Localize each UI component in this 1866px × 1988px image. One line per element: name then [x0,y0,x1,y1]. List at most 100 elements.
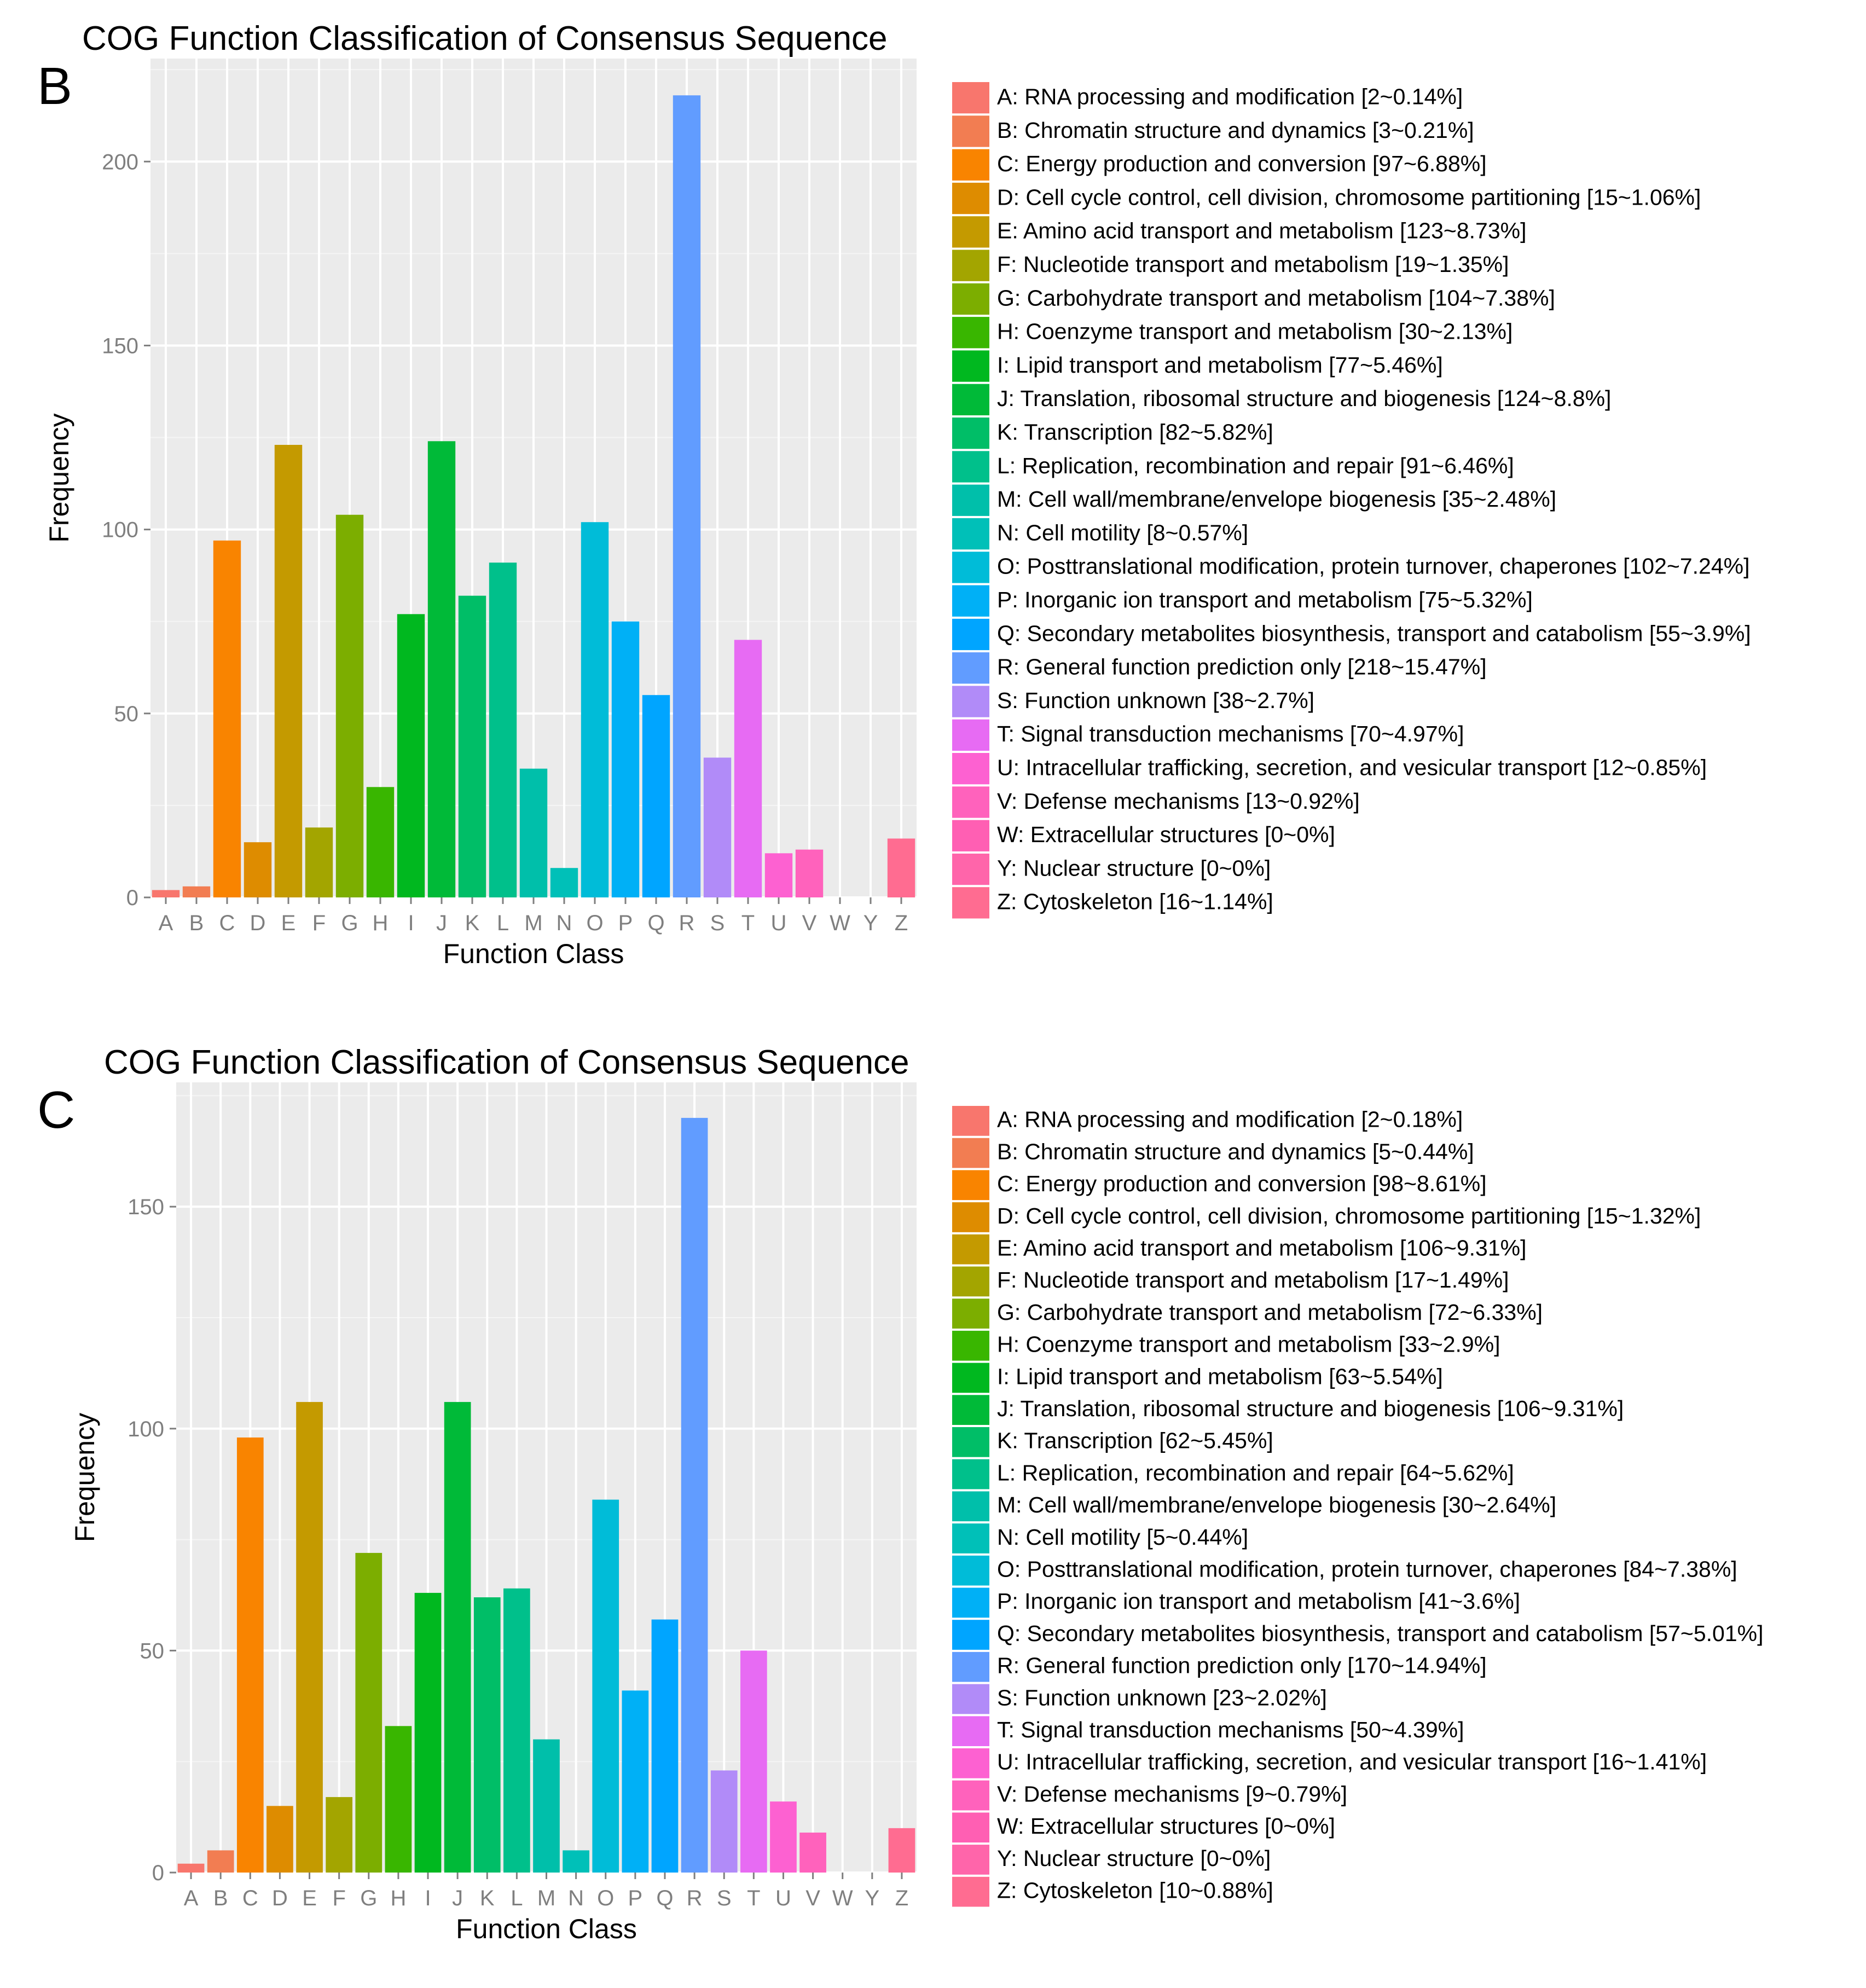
x-tick-label: A [159,911,173,935]
x-tick-label: G [341,911,358,935]
y-tick-label: 0 [126,886,138,910]
legend-label-Z: Z: Cytoskeleton [10~0.88%] [997,1878,1273,1903]
legend-key-I [952,350,989,382]
legend-label-P: P: Inorganic ion transport and metabolis… [997,1589,1520,1614]
bar-B [207,1850,234,1873]
x-tick-label: O [586,911,603,935]
legend-label-I: I: Lipid transport and metabolism [77~5.… [997,352,1443,378]
bar-K [458,595,486,897]
x-tick-label: V [802,911,817,935]
legend-key-K [952,1427,989,1457]
x-tick-label: R [679,911,695,935]
legend-label-E: E: Amino acid transport and metabolism [… [997,1236,1526,1261]
bar-F [305,827,333,897]
legend-label-S: S: Function unknown [23~2.02%] [997,1685,1327,1710]
x-tick-label: K [480,1886,495,1910]
x-tick-label: T [741,911,755,935]
legend-key-W [952,1812,989,1843]
bar-C [213,540,241,897]
x-tick-label: J [436,911,447,935]
legend-label-S: S: Function unknown [38~2.7%] [997,688,1314,713]
legend-key-Q [952,1620,989,1650]
bar-G [335,514,364,897]
bar-E [296,1402,323,1873]
x-tick-label: I [425,1886,431,1910]
legend-key-D [952,1202,989,1232]
legend-label-E: E: Amino acid transport and metabolism [… [997,218,1526,244]
x-tick-label: C [219,911,235,935]
bar-Q [651,1619,679,1873]
legend-key-S [952,686,989,717]
x-tick-label: B [189,911,204,935]
bar-O [592,1499,619,1873]
legend-label-O: O: Posttranslational modification, prote… [997,554,1749,579]
x-tick-label: M [537,1886,555,1910]
bar-I [414,1592,442,1873]
bar-Q [642,695,670,897]
bar-S [703,757,732,897]
legend-label-T: T: Signal transduction mechanisms [50~4.… [997,1717,1464,1742]
legend-key-J [952,1395,989,1425]
chart-title: COG Function Classification of Consensus… [82,20,888,57]
legend-label-J: J: Translation, ribosomal structure and … [997,1396,1624,1421]
bar-N [550,868,578,897]
legend-label-N: N: Cell motility [5~0.44%] [997,1525,1248,1550]
legend-key-K [952,418,989,449]
legend-key-F [952,1266,989,1297]
legend-key-G [952,283,989,315]
legend-label-N: N: Cell motility [8~0.57%] [997,520,1248,545]
bar-D [244,842,272,897]
legend-label-M: M: Cell wall/membrane/envelope biogenesi… [997,486,1556,512]
bar-I [397,614,425,897]
y-axis-title: Frequency [69,1413,100,1542]
legend-key-Z [952,887,989,919]
legend-label-O: O: Posttranslational modification, prote… [997,1557,1737,1582]
legend-key-A [952,82,989,114]
bar-V [799,1832,826,1873]
legend-label-Q: Q: Secondary metabolites biosynthesis, t… [997,621,1751,646]
legend-key-U [952,753,989,785]
x-tick-label: J [452,1886,463,1910]
legend-label-A: A: RNA processing and modification [2~0.… [997,84,1463,109]
legend-key-J [952,384,989,415]
x-tick-label: A [184,1886,199,1910]
x-tick-label: Y [864,911,878,935]
legend-label-I: I: Lipid transport and metabolism [63~5.… [997,1364,1443,1389]
bar-F [326,1797,353,1873]
x-tick-label: S [717,1886,732,1910]
legend-key-L [952,451,989,483]
bar-L [489,563,517,897]
x-tick-label: P [628,1886,643,1910]
legend-key-Y [952,853,989,885]
legend-label-P: P: Inorganic ion transport and metabolis… [997,587,1533,612]
legend-label-D: D: Cell cycle control, cell division, ch… [997,1203,1701,1228]
legend-label-C: C: Energy production and conversion [98~… [997,1171,1487,1196]
legend-label-T: T: Signal transduction mechanisms [70~4.… [997,721,1464,746]
legend-label-A: A: RNA processing and modification [2~0.… [997,1107,1463,1132]
legend-label-D: D: Cell cycle control, cell division, ch… [997,184,1701,210]
x-tick-label: L [511,1886,523,1910]
legend-key-I [952,1363,989,1393]
legend-key-H [952,1330,989,1361]
y-tick-label: 100 [102,518,138,542]
x-tick-label: Z [895,1886,908,1910]
legend-label-L: L: Replication, recombination and repair… [997,1460,1514,1485]
bar-B [182,886,211,897]
bar-Z [888,1828,915,1873]
bar-P [611,621,640,897]
legend-label-H: H: Coenzyme transport and metabolism [30… [997,319,1512,344]
x-axis-title: Function Class [443,938,624,969]
legend-key-P [952,1587,989,1618]
bar-S [710,1770,738,1873]
legend-key-V [952,786,989,818]
x-tick-label: Q [647,911,664,935]
chart-panel-c: COG Function Classification of Consensus… [0,1024,1866,1988]
bar-T [734,640,762,897]
legend-key-E [952,1234,989,1265]
x-tick-label: K [465,911,480,935]
legend-label-Z: Z: Cytoskeleton [16~1.14%] [997,889,1273,914]
bar-A [177,1863,205,1873]
legend-key-V [952,1780,989,1811]
bar-C [236,1437,264,1873]
legend-key-W [952,820,989,851]
